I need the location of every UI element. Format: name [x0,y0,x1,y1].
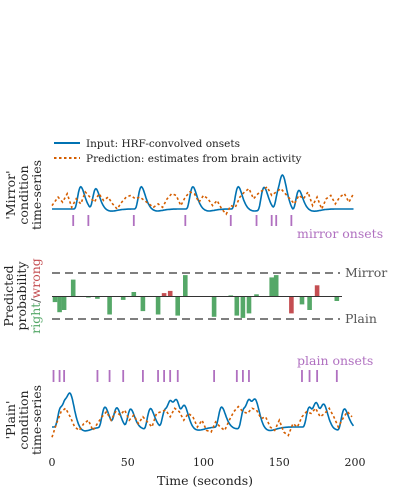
probability-bar [211,296,217,317]
probability-ylabel-line3: right/wrong [28,258,43,334]
probability-bar [86,296,91,298]
probability-ylabel-wrong: wrong [28,258,43,298]
x-tick-label: 200 [345,456,366,469]
mirror-ylabel-line1: 'Mirror' [3,170,18,219]
probability-ylabel-line2: probability [14,261,29,331]
probability-bar [246,296,252,314]
probability-bar [269,277,274,297]
probability-bar [57,296,62,313]
probability-bar [131,292,137,297]
probability-bar [234,296,240,316]
probability-bar [273,275,279,297]
probability-bar [107,296,112,315]
probability-bar [228,295,234,297]
probability-bar [61,296,67,310]
legend: Input: HRF-convolved onsets Prediction: … [54,138,302,165]
mirror-prediction-line [51,185,355,216]
mirror-ylabel-line2: condition [16,165,31,224]
plain-input-line [52,392,355,432]
probability-bar [95,296,100,299]
plain-ylabel-line1: 'Plain' [3,401,18,440]
probability-bar [52,296,58,303]
plain-onsets-label: plain onsets [297,353,373,368]
probability-panel [52,272,342,320]
probability-bar [120,296,126,300]
probability-bar [70,279,76,297]
probability-ylabel: Predicted probability right/wrong [1,258,43,334]
probability-bar [254,294,259,297]
probability-bar [140,296,146,312]
plain-ylabel-line3: time-series [29,385,44,455]
probability-bar [289,296,294,314]
probability-bar [334,296,340,301]
probability-bar [175,296,180,316]
probability-bar [183,275,188,297]
x-tick-label: 150 [269,456,290,469]
probability-bar [155,296,161,315]
mirror-panel [51,173,355,226]
probability-bar [314,285,320,297]
mirror-ylabel-line3: time-series [29,160,44,230]
mirror-onsets-label: mirror onsets [297,226,383,241]
mirror-input-line [52,173,354,212]
plain-ylabel: 'Plain' condition time-series [3,385,44,455]
x-tick-label: 0 [49,456,56,469]
probability-bar [161,293,167,297]
plain-panel [51,370,355,438]
plain-ylabel-line2: condition [16,390,31,449]
x-tick-label: 50 [121,456,135,469]
legend-input-label: Input: HRF-convolved onsets [86,138,240,150]
probability-ylabel-right: right [28,303,43,334]
plain-side-label: Plain [345,311,377,326]
probability-ylabel-slash: / [28,298,43,303]
probability-bar [307,296,312,310]
x-axis: 0 50 100 150 200 [49,456,366,469]
x-tick-label: 100 [193,456,214,469]
probability-bar [299,296,305,305]
x-axis-label: Time (seconds) [157,473,253,488]
probability-bar [240,296,246,318]
probability-ylabel-line1: Predicted [1,265,16,326]
legend-prediction-label: Prediction: estimates from brain activit… [86,153,302,165]
plain-prediction-line [51,405,353,438]
probability-bar [167,290,173,297]
mirror-ylabel: 'Mirror' condition time-series [3,160,44,230]
mirror-side-label: Mirror [345,265,387,280]
